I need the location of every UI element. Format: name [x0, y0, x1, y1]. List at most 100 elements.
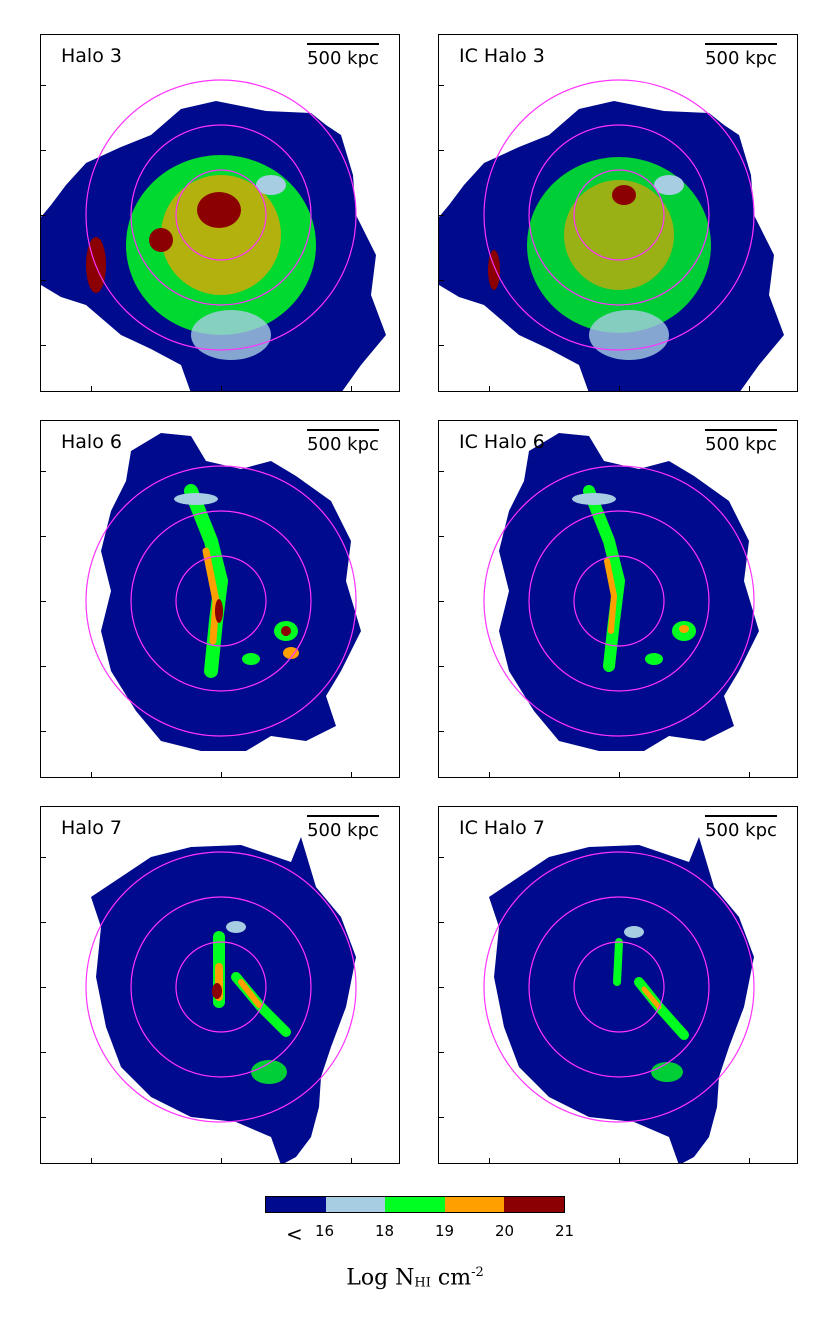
scale-bar-label: 500 kpc [705, 820, 777, 841]
panel-halo-3: Halo 3 500 kpc [40, 34, 400, 392]
y-tick [439, 601, 444, 603]
colorbar-segment-1 [266, 1197, 326, 1212]
y-tick [439, 345, 444, 347]
x-tick [91, 386, 93, 391]
colorbar-tick-20: 20 [495, 1222, 515, 1240]
halo-map [483, 433, 759, 751]
gas-clumps [86, 155, 316, 360]
colorbar-title-sub: HI [414, 1275, 431, 1291]
y-tick [41, 215, 46, 217]
y-tick [41, 536, 46, 538]
x-tick [619, 772, 621, 777]
x-tick [619, 386, 621, 391]
panel-halo-7: Halo 7 500 kpc [40, 806, 400, 1164]
halo-blob [489, 837, 754, 1163]
y-tick [439, 922, 444, 924]
colorbar-title-unit: cm [430, 1265, 472, 1291]
x-tick [351, 772, 353, 777]
colorbar-tick-19: 19 [435, 1222, 455, 1240]
colorbar-segment-3 [385, 1197, 445, 1212]
colorbar-title: Log NHI cm-2 [0, 1265, 830, 1290]
y-tick [41, 922, 46, 924]
scale-bar-line [307, 815, 379, 817]
colorbar-segment-5 [504, 1197, 564, 1212]
scale-bar-label: 500 kpc [307, 434, 379, 455]
y-tick [41, 150, 46, 152]
colorbar-segment-2 [325, 1197, 386, 1212]
x-tick [221, 772, 223, 777]
y-tick [41, 731, 46, 733]
halo-map [483, 837, 755, 1163]
panel-label: IC Halo 7 [459, 817, 545, 839]
x-tick [619, 1158, 621, 1163]
y-tick [439, 731, 444, 733]
x-tick [489, 772, 491, 777]
y-tick [41, 85, 46, 87]
y-tick [41, 345, 46, 347]
y-tick [439, 85, 444, 87]
y-tick [439, 536, 444, 538]
gas-clumps [174, 484, 299, 678]
x-tick [91, 1158, 93, 1163]
panel-label: Halo 3 [61, 45, 122, 67]
x-tick [489, 1158, 491, 1163]
panel-ic-halo-7: IC Halo 7 500 kpc [438, 806, 798, 1164]
colorbar [265, 1196, 565, 1213]
scale-bar-label: 500 kpc [705, 48, 777, 69]
gas-clumps [488, 157, 711, 360]
x-tick [91, 772, 93, 777]
halo-map [439, 79, 784, 391]
y-tick [41, 1052, 46, 1054]
colorbar-tick-18: 18 [375, 1222, 395, 1240]
y-tick [41, 471, 46, 473]
y-tick [439, 987, 444, 989]
halo-map [85, 433, 361, 751]
y-tick [439, 215, 444, 217]
colorbar-title-sup: -2 [471, 1265, 484, 1280]
colorbar-tick-16: 16 [315, 1222, 335, 1240]
y-tick [41, 666, 46, 668]
panel-ic-halo-3: IC Halo 3 500 kpc [438, 34, 798, 392]
scale-bar-line [705, 43, 777, 45]
y-tick [439, 1117, 444, 1119]
scale-bar-line [307, 429, 379, 431]
scale-bar-label: 500 kpc [307, 48, 379, 69]
scale-bar: 500 kpc [705, 815, 777, 841]
y-tick [41, 1117, 46, 1119]
halo-map [41, 79, 386, 391]
colorbar-tick-21: 21 [555, 1222, 575, 1240]
panel-label: IC Halo 6 [459, 431, 545, 453]
halo-map [85, 837, 357, 1163]
scale-bar-line [705, 429, 777, 431]
colorbar-title-main: Log N [346, 1265, 415, 1291]
y-tick [439, 150, 444, 152]
y-tick [439, 666, 444, 668]
x-tick [489, 386, 491, 391]
panel-label: Halo 7 [61, 817, 122, 839]
scale-bar: 500 kpc [307, 815, 379, 841]
panel-label: IC Halo 3 [459, 45, 545, 67]
y-tick [41, 857, 46, 859]
y-tick [41, 280, 46, 282]
gas-clumps [572, 485, 696, 672]
y-tick [439, 857, 444, 859]
panel-ic-halo-6: IC Halo 6 500 kpc [438, 420, 798, 778]
x-tick [221, 1158, 223, 1163]
panel-label: Halo 6 [61, 431, 122, 453]
scale-bar-label: 500 kpc [705, 434, 777, 455]
scale-bar: 500 kpc [705, 43, 777, 69]
y-tick [439, 471, 444, 473]
x-tick [351, 386, 353, 391]
scale-bar: 500 kpc [705, 429, 777, 455]
halo-blob [101, 433, 361, 751]
halo-blob [499, 433, 759, 751]
colorbar-segment-4 [444, 1197, 505, 1212]
panel-halo-6: Halo 6 500 kpc [40, 420, 400, 778]
y-tick [41, 601, 46, 603]
scale-bar-label: 500 kpc [307, 820, 379, 841]
scale-bar-line [705, 815, 777, 817]
x-tick [749, 386, 751, 391]
colorbar-tick-lt: < [286, 1222, 303, 1246]
scale-bar-line [307, 43, 379, 45]
scale-bar: 500 kpc [307, 429, 379, 455]
